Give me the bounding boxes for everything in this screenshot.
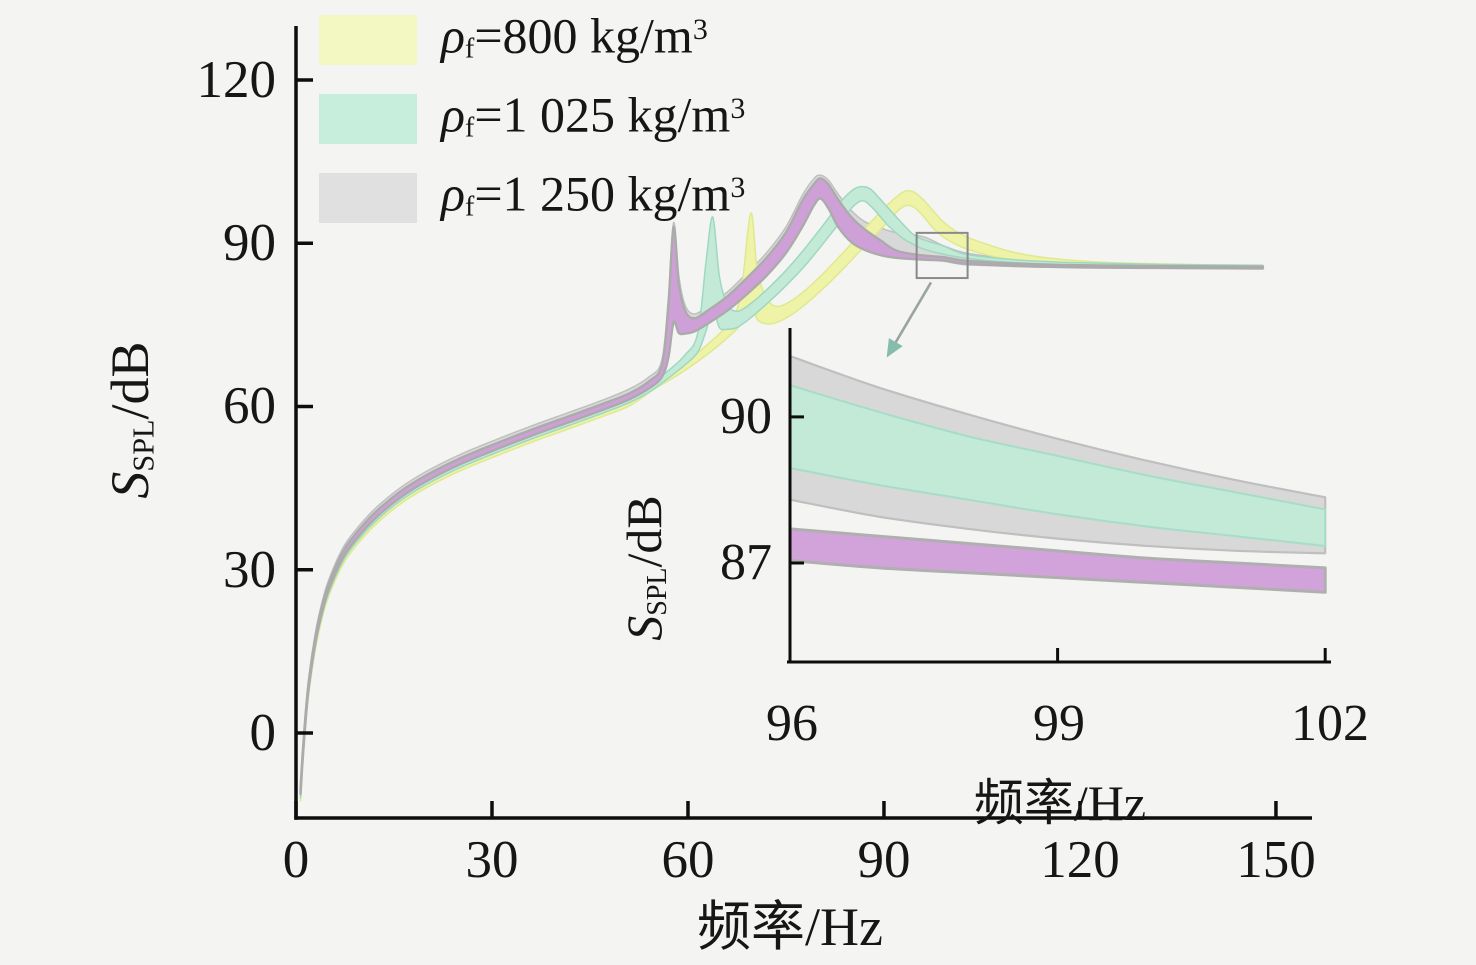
legend-label-1025: ρf=1 025 kg/m3 bbox=[441, 86, 746, 144]
legend: ρf=800 kg/m3 ρf=1 025 kg/m3 ρf=1 250 kg/… bbox=[319, 10, 745, 224]
inset-plot-bands bbox=[791, 355, 1327, 594]
main-xtick-90: 90 bbox=[857, 831, 911, 889]
inset-xtick-96: 96 bbox=[766, 695, 818, 752]
inset-band-2 bbox=[791, 527, 1327, 594]
main-xtick-60: 60 bbox=[661, 831, 715, 889]
main-xtick-30: 30 bbox=[465, 831, 519, 889]
legend-item-1250: ρf=1 250 kg/m3 bbox=[319, 168, 745, 224]
zoom-arrow-head bbox=[886, 338, 903, 358]
inset-xtick-102: 102 bbox=[1291, 695, 1369, 752]
main-plot-bands bbox=[299, 174, 1265, 802]
main-ytick-90: 90 bbox=[223, 214, 276, 272]
inset-x-axis-label: 频率/Hz bbox=[973, 775, 1147, 831]
legend-swatch-1250 bbox=[319, 173, 417, 223]
main-x-axis-label: 频率/Hz bbox=[697, 897, 883, 957]
main-xtick-150: 150 bbox=[1236, 831, 1316, 889]
main-band-3 bbox=[299, 177, 1265, 796]
legend-swatch-800 bbox=[319, 15, 417, 65]
legend-label-1250: ρf=1 250 kg/m3 bbox=[441, 165, 746, 223]
inset-ytick-90: 90 bbox=[720, 388, 772, 445]
inset-y-axis-label: SSPL/dB bbox=[616, 495, 674, 641]
main-ytick-120: 120 bbox=[196, 51, 277, 109]
legend-item-800: ρf=800 kg/m3 bbox=[319, 10, 745, 66]
legend-swatch-1025 bbox=[319, 94, 417, 144]
zoom-arrow-shaft bbox=[892, 281, 933, 347]
zoom-region-rect bbox=[915, 231, 969, 280]
main-xtick-120: 120 bbox=[1040, 831, 1120, 889]
main-ytick-0: 0 bbox=[249, 704, 277, 762]
legend-item-1025: ρf=1 025 kg/m3 bbox=[319, 89, 745, 145]
main-xtick-0: 0 bbox=[282, 831, 310, 889]
legend-label-800: ρf=800 kg/m3 bbox=[441, 7, 708, 65]
inset-band-1 bbox=[791, 384, 1327, 547]
main-ytick-30: 30 bbox=[223, 541, 276, 599]
inset-xtick-99: 99 bbox=[1033, 695, 1085, 752]
main-ytick-60: 60 bbox=[223, 377, 276, 435]
inset-ytick-87: 87 bbox=[720, 534, 772, 591]
main-y-axis-label: SSPL/dB bbox=[100, 341, 161, 499]
